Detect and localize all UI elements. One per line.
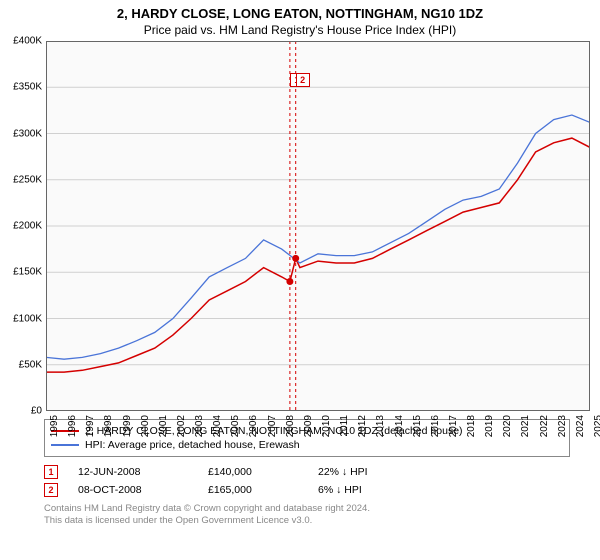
sales-table: 1 12-JUN-2008 £140,000 22% ↓ HPI 2 08-OCT-200… — [44, 463, 570, 499]
x-axis-label: 2010 — [321, 415, 332, 437]
x-axis-label: 2019 — [484, 415, 495, 437]
x-axis-label: 2003 — [194, 415, 205, 437]
x-axis-label: 2024 — [575, 415, 586, 437]
x-axis-label: 2009 — [303, 415, 314, 437]
legend-item: HPI: Average price, detached house, Erew… — [51, 438, 563, 452]
footer-line: This data is licensed under the Open Gov… — [44, 515, 570, 527]
x-axis-label: 2001 — [158, 415, 169, 437]
sale-pct: 22% ↓ HPI — [318, 466, 418, 478]
x-axis-label: 2008 — [285, 415, 296, 437]
x-axis-label: 2023 — [557, 415, 568, 437]
y-axis-label: £250K — [13, 174, 42, 185]
chart-container: 2, HARDY CLOSE, LONG EATON, NOTTINGHAM, … — [0, 0, 600, 560]
plot-area: £0£50K£100K£150K£200K£250K£300K£350K£400… — [46, 41, 590, 411]
sale-pct: 6% ↓ HPI — [318, 484, 418, 496]
x-axis-label: 2006 — [248, 415, 259, 437]
x-axis-label: 1998 — [103, 415, 114, 437]
x-axis-label: 1997 — [85, 415, 96, 437]
chart-title: 2, HARDY CLOSE, LONG EATON, NOTTINGHAM, … — [0, 0, 600, 21]
x-axis-label: 2007 — [267, 415, 278, 437]
footer-attribution: Contains HM Land Registry data © Crown c… — [44, 503, 570, 528]
y-axis-label: £200K — [13, 221, 42, 232]
x-axis-label: 1995 — [49, 415, 60, 437]
x-axis-label: 2017 — [448, 415, 459, 437]
chart-subtitle: Price paid vs. HM Land Registry's House … — [0, 21, 600, 41]
x-axis-label: 2011 — [339, 415, 350, 437]
y-axis-label: £300K — [13, 128, 42, 139]
x-axis-label: 2015 — [412, 415, 423, 437]
x-axis-label: 2016 — [430, 415, 441, 437]
x-axis-label: 2013 — [375, 415, 386, 437]
sale-price: £165,000 — [208, 484, 298, 496]
x-axis-label: 2005 — [230, 415, 241, 437]
x-axis-label: 2000 — [140, 415, 151, 437]
legend-swatch — [51, 444, 79, 446]
x-axis-label: 2004 — [212, 415, 223, 437]
y-axis-label: £50K — [19, 359, 42, 370]
x-axis-label: 2002 — [176, 415, 187, 437]
x-axis-label: 2018 — [466, 415, 477, 437]
y-axis-label: £350K — [13, 82, 42, 93]
sale-marker: 2 — [44, 483, 58, 497]
y-axis-label: £100K — [13, 313, 42, 324]
y-axis-label: £0 — [31, 406, 42, 417]
annotation-marker: 2 — [296, 73, 310, 87]
x-axis-label: 1996 — [67, 415, 78, 437]
x-axis-label: 2022 — [539, 415, 550, 437]
y-axis-label: £150K — [13, 267, 42, 278]
footer-line: Contains HM Land Registry data © Crown c… — [44, 503, 570, 515]
sale-date: 12-JUN-2008 — [78, 466, 188, 478]
x-axis-label: 1999 — [122, 415, 133, 437]
x-axis-label: 2021 — [520, 415, 531, 437]
line-chart-svg — [46, 41, 590, 411]
legend-label: HPI: Average price, detached house, Erew… — [85, 439, 300, 451]
sale-row: 1 12-JUN-2008 £140,000 22% ↓ HPI — [44, 463, 570, 481]
y-axis-label: £400K — [13, 36, 42, 47]
x-axis-label: 2014 — [394, 415, 405, 437]
sale-row: 2 08-OCT-2008 £165,000 6% ↓ HPI — [44, 481, 570, 499]
x-axis-label: 2012 — [357, 415, 368, 437]
x-axis-label: 2025 — [593, 415, 600, 437]
sale-date: 08-OCT-2008 — [78, 484, 188, 496]
x-axis-label: 2020 — [502, 415, 513, 437]
sale-price: £140,000 — [208, 466, 298, 478]
sale-marker: 1 — [44, 465, 58, 479]
